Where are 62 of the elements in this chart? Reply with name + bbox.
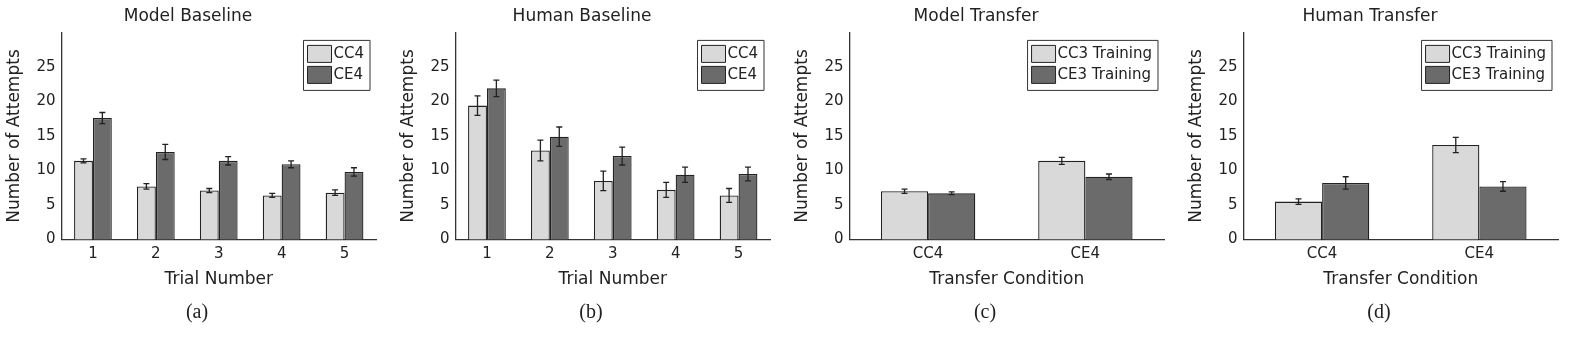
y-tick-label: 10 [430,160,450,179]
chart-title: Model Baseline [123,4,253,25]
x-tick-label: 2 [545,244,555,263]
legend-label: CC4 [727,44,759,63]
y-axis-title: Number of Attempts [2,49,23,223]
legend-label: CC3 Training [1451,44,1547,63]
chart-title: Human Transfer [1302,4,1438,25]
text: (d) [1366,300,1392,323]
y-tick-label: 20 [430,91,450,110]
legend-label: CC4 [333,44,365,63]
x-tick-label: 5 [339,244,350,263]
y-tick-label: 5 [833,194,844,213]
x-tick-label: 3 [607,244,618,263]
y-tick-label: 20 [36,91,56,110]
y-axis-title: Number of Attempts [396,49,417,223]
y-axis-title: Number of Attempts [790,49,811,223]
y-tick-label: 0 [45,229,56,248]
y-tick-label: 20 [824,91,844,110]
y-tick-label: 15 [1218,125,1238,144]
text: (b) [578,300,604,323]
legend-label: CE4 [333,65,364,84]
x-tick-label: CC4 [912,244,944,263]
y-tick-label: 25 [824,56,844,75]
y-tick-label: 25 [430,56,450,75]
x-tick-label: CE4 [1464,244,1495,263]
x-axis-title: Trial Number [557,268,667,289]
text: (c) [972,300,998,323]
chart-title: Model Transfer [913,4,1039,25]
x-axis-title: Transfer Condition [1322,268,1479,289]
y-tick-label: 20 [1218,91,1238,110]
x-tick-label: 1 [88,244,98,263]
x-tick-label: 4 [276,244,287,263]
y-tick-label: 0 [1227,229,1238,248]
y-tick-label: 10 [1218,160,1238,179]
y-tick-label: 5 [439,194,450,213]
legend-label: CC3 Training [1057,44,1153,63]
y-tick-label: 0 [833,229,844,248]
x-tick-label: 3 [213,244,224,263]
y-tick-label: 10 [36,160,56,179]
x-tick-label: 5 [733,244,744,263]
text: (a) [184,300,210,323]
chart-title: Human Baseline [512,4,652,25]
x-tick-label: 1 [482,244,492,263]
y-tick-label: 5 [45,194,56,213]
y-tick-label: 15 [824,125,844,144]
legend-label: CE3 Training [1451,65,1546,84]
y-tick-label: 15 [36,125,56,144]
y-tick-label: 10 [824,160,844,179]
legend-label: CE4 [727,65,758,84]
x-axis-title: Transfer Condition [928,268,1085,289]
y-tick-label: 0 [439,229,450,248]
x-axis-title: Trial Number [163,268,273,289]
y-tick-label: 5 [1227,194,1238,213]
x-tick-label: CC4 [1306,244,1338,263]
x-tick-label: 2 [151,244,161,263]
y-tick-label: 25 [1218,56,1238,75]
y-tick-label: 15 [430,125,450,144]
legend-label: CE3 Training [1057,65,1152,84]
y-tick-label: 25 [36,56,56,75]
x-tick-label: CE4 [1070,244,1101,263]
y-axis-title: Number of Attempts [1184,49,1205,223]
x-tick-label: 4 [670,244,681,263]
